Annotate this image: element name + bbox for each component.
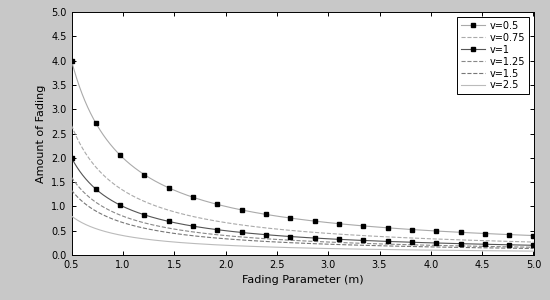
X-axis label: Fading Parameter (m): Fading Parameter (m) [241,275,364,285]
Legend: v=0.5, v=0.75, v=1, v=1.25, v=1.5, v=2.5: v=0.5, v=0.75, v=1, v=1.25, v=1.5, v=2.5 [457,17,529,94]
Y-axis label: Amount of Fading: Amount of Fading [36,84,46,183]
